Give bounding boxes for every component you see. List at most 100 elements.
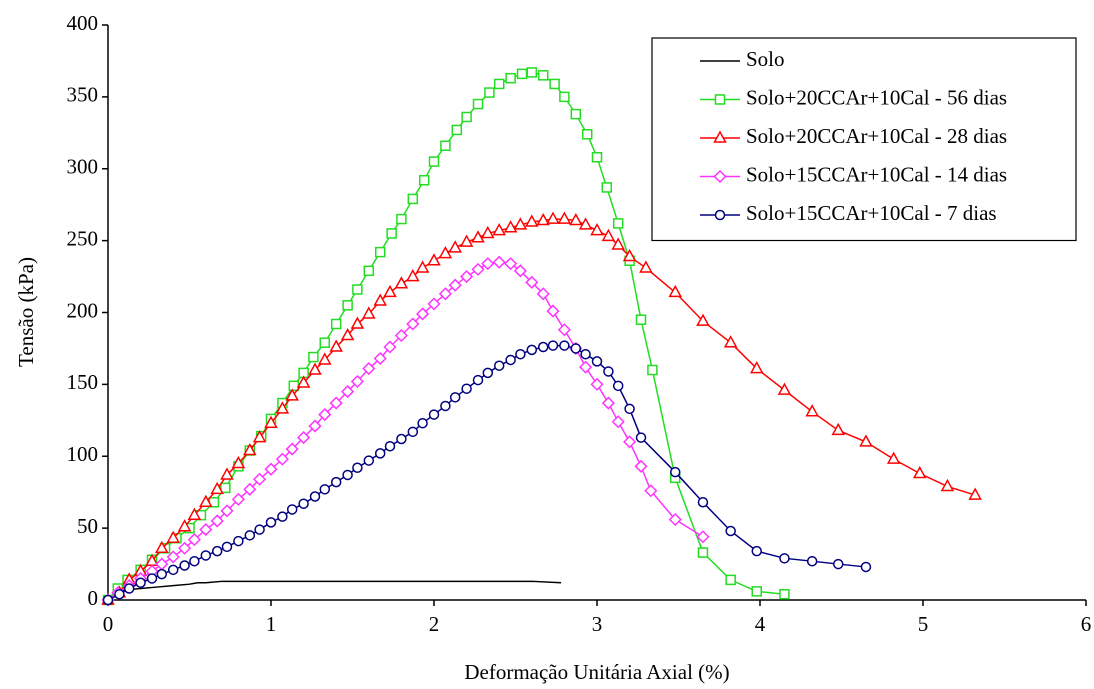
marker <box>805 404 819 417</box>
marker <box>912 465 927 479</box>
marker <box>394 328 408 343</box>
marker <box>243 482 257 496</box>
marker <box>440 400 451 412</box>
x-tick-label: 0 <box>103 612 114 636</box>
series-line <box>107 580 562 601</box>
marker <box>471 262 485 276</box>
marker <box>210 514 224 528</box>
marker <box>713 130 727 143</box>
marker <box>601 396 615 410</box>
marker <box>288 380 300 392</box>
marker <box>352 462 363 473</box>
marker <box>319 337 331 348</box>
marker <box>591 356 603 367</box>
marker <box>383 340 397 354</box>
marker <box>448 278 462 292</box>
marker <box>396 433 407 445</box>
marker <box>374 448 386 459</box>
marker <box>373 351 387 366</box>
marker <box>696 313 710 326</box>
marker <box>777 382 792 395</box>
marker <box>526 67 538 78</box>
marker <box>384 440 396 452</box>
marker <box>418 175 430 186</box>
marker <box>210 481 224 495</box>
marker <box>516 68 528 80</box>
marker <box>546 304 560 318</box>
marker <box>612 218 624 229</box>
marker <box>285 442 299 456</box>
marker <box>779 553 790 564</box>
x-tick-label: 2 <box>429 612 440 636</box>
marker <box>253 472 267 486</box>
marker <box>624 403 635 415</box>
marker <box>601 228 616 242</box>
marker <box>264 462 278 476</box>
marker <box>832 558 844 570</box>
marker <box>578 217 593 230</box>
marker <box>220 482 231 494</box>
marker <box>252 430 267 443</box>
x-tick-label: 3 <box>592 612 603 636</box>
marker <box>697 497 709 508</box>
marker <box>330 476 342 488</box>
marker <box>525 275 539 289</box>
marker <box>451 124 463 136</box>
marker <box>350 316 365 329</box>
marker <box>407 426 419 438</box>
marker <box>559 91 570 103</box>
marker <box>503 220 518 233</box>
marker <box>471 230 485 243</box>
marker <box>211 545 223 557</box>
marker <box>298 498 309 509</box>
marker <box>481 225 495 239</box>
marker <box>860 561 872 573</box>
marker <box>156 568 168 580</box>
marker <box>189 555 200 567</box>
marker <box>886 451 901 464</box>
marker <box>386 228 397 239</box>
marker <box>200 550 212 561</box>
legend-label: Solo+15CCAr+10Cal - 14 dias <box>746 162 1007 186</box>
marker <box>505 354 516 366</box>
marker <box>546 211 560 224</box>
marker <box>166 530 180 543</box>
marker <box>751 545 762 557</box>
marker <box>537 70 549 81</box>
marker <box>537 341 549 353</box>
y-tick-label: 0 <box>88 586 99 610</box>
y-tick-label: 150 <box>67 370 99 394</box>
marker <box>329 339 343 352</box>
marker <box>254 524 265 535</box>
marker <box>330 318 342 330</box>
marker <box>427 297 441 311</box>
marker <box>505 72 516 84</box>
y-tick-label: 300 <box>67 155 99 179</box>
marker <box>362 362 376 376</box>
legend-label: Solo+20CCAr+10Cal - 56 dias <box>746 85 1007 109</box>
marker <box>396 213 407 225</box>
marker <box>696 530 710 544</box>
marker <box>779 589 790 600</box>
marker <box>460 270 474 284</box>
marker <box>146 573 158 584</box>
marker <box>579 360 593 374</box>
y-tick-label: 100 <box>67 442 99 466</box>
marker <box>570 108 582 120</box>
marker <box>515 348 526 360</box>
marker <box>155 557 169 571</box>
marker <box>341 385 355 399</box>
marker <box>373 293 387 306</box>
marker <box>155 540 169 553</box>
y-tick-label: 250 <box>67 226 99 250</box>
marker <box>244 530 256 541</box>
marker <box>569 212 583 226</box>
marker <box>482 367 494 379</box>
marker <box>177 519 192 532</box>
marker <box>264 415 278 428</box>
marker <box>416 307 430 321</box>
marker <box>492 223 506 236</box>
marker <box>526 344 538 356</box>
marker <box>547 340 559 351</box>
marker <box>179 560 190 571</box>
